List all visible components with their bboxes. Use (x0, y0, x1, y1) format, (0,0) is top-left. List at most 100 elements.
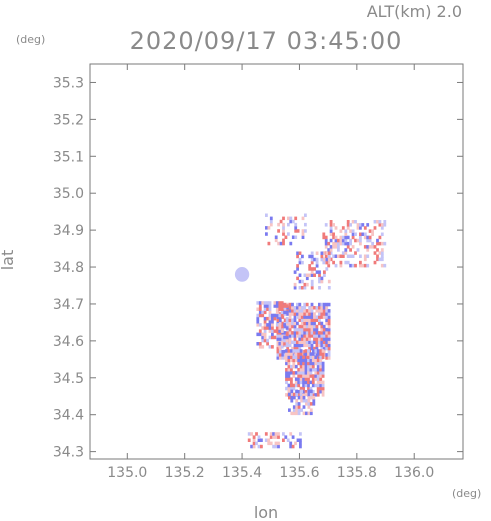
radar-cell (300, 327, 304, 332)
radar-cell (309, 386, 313, 391)
radar-cell (320, 302, 324, 307)
radar-cell (325, 318, 329, 322)
radar-cell (263, 310, 267, 315)
radar-cell (297, 380, 301, 385)
radar-cell (327, 241, 331, 246)
radar-cell (322, 302, 326, 307)
radar-cell (318, 270, 321, 274)
radar-cell (290, 364, 293, 369)
radar-cell (287, 371, 291, 375)
radar-cell (332, 245, 335, 249)
radar-cell (273, 329, 277, 333)
radar-cell (276, 334, 280, 338)
radar-cell (263, 316, 267, 321)
radar-cell (290, 358, 293, 363)
radar-cell (305, 331, 309, 335)
radar-cell (283, 342, 286, 346)
radar-cell (341, 235, 345, 240)
radar-cell (334, 254, 338, 258)
radar-cell (313, 315, 316, 319)
radar-cell (315, 327, 319, 332)
radar-cell (322, 343, 326, 348)
radar-cell (258, 332, 262, 337)
radar-cell (321, 361, 325, 366)
radar-cell (307, 377, 310, 381)
axis-ticks: 135.0 135.2 135.4 135.6 135.8 136.0 34.3 34.4 34… (53, 64, 463, 481)
radar-cell (322, 232, 326, 236)
radar-cell (297, 349, 301, 353)
radar-cell (319, 361, 323, 366)
radar-cell (288, 392, 291, 397)
radar-cell (303, 343, 307, 348)
radar-cell (315, 343, 319, 348)
radar-cell (298, 251, 302, 255)
radar-cell (258, 323, 262, 327)
radar-cell (302, 364, 305, 369)
radar-cell (300, 399, 303, 403)
radar-cell (298, 331, 302, 335)
radar-cell (285, 332, 289, 337)
radar-cell (344, 260, 348, 265)
radar-cell (299, 371, 303, 375)
radar-cell (274, 238, 278, 243)
radar-cell (325, 302, 329, 307)
radar-cell (287, 377, 291, 381)
radar-cell (327, 248, 331, 252)
radar-cell (366, 245, 370, 249)
radar-cell (314, 383, 318, 388)
radar-cell (293, 282, 297, 287)
radar-cell (256, 332, 260, 337)
radar-cell (325, 257, 329, 262)
radar-cell (298, 340, 302, 344)
radar-cell (285, 316, 289, 321)
radar-cell (302, 358, 305, 363)
radar-cell (296, 321, 299, 326)
radar-cell (288, 309, 292, 313)
radar-cell (325, 356, 329, 360)
radar-cell (373, 220, 377, 224)
radar-cell (376, 248, 379, 252)
radar-cell (283, 323, 286, 327)
radar-cell (344, 251, 348, 255)
radar-cell (359, 260, 362, 265)
radar-cell (282, 216, 285, 221)
radar-cell (311, 393, 315, 397)
radar-cell (327, 321, 331, 326)
radar-cell (346, 226, 350, 230)
radar-cell (309, 380, 313, 385)
radar-cell (310, 315, 314, 319)
radar-cell (290, 377, 293, 381)
radar-cell (305, 399, 308, 403)
radar-cell (304, 229, 307, 233)
radar-cell (313, 346, 316, 351)
radar-cell (296, 267, 299, 271)
radar-cell (263, 329, 267, 333)
radar-cell (269, 219, 273, 224)
radar-cell (285, 304, 289, 308)
radar-cell (299, 358, 303, 363)
radar-cell (301, 286, 304, 290)
radar-cell (327, 334, 331, 338)
radar-cell (310, 346, 314, 351)
radar-cell (383, 220, 387, 224)
radar-cell (304, 371, 308, 375)
radar-cell (300, 331, 304, 335)
radar-cell (327, 263, 331, 268)
radar-cell (292, 358, 296, 363)
radar-cell (299, 432, 302, 436)
radar-cell (266, 316, 269, 321)
radar-cell (334, 241, 338, 246)
radar-cell (282, 438, 285, 442)
radar-cell (285, 352, 288, 356)
x-axis-label: lon (254, 503, 278, 521)
radar-cell (298, 327, 302, 332)
radar-cell (293, 334, 297, 338)
radar-cell (310, 257, 314, 262)
radar-cell (327, 312, 331, 316)
radar-cell (339, 254, 343, 258)
x-tick-label: 135.6 (279, 465, 319, 481)
radar-cell (363, 263, 367, 268)
radar-cell (349, 263, 352, 268)
radar-cell (266, 323, 269, 327)
radar-cell (321, 368, 325, 372)
